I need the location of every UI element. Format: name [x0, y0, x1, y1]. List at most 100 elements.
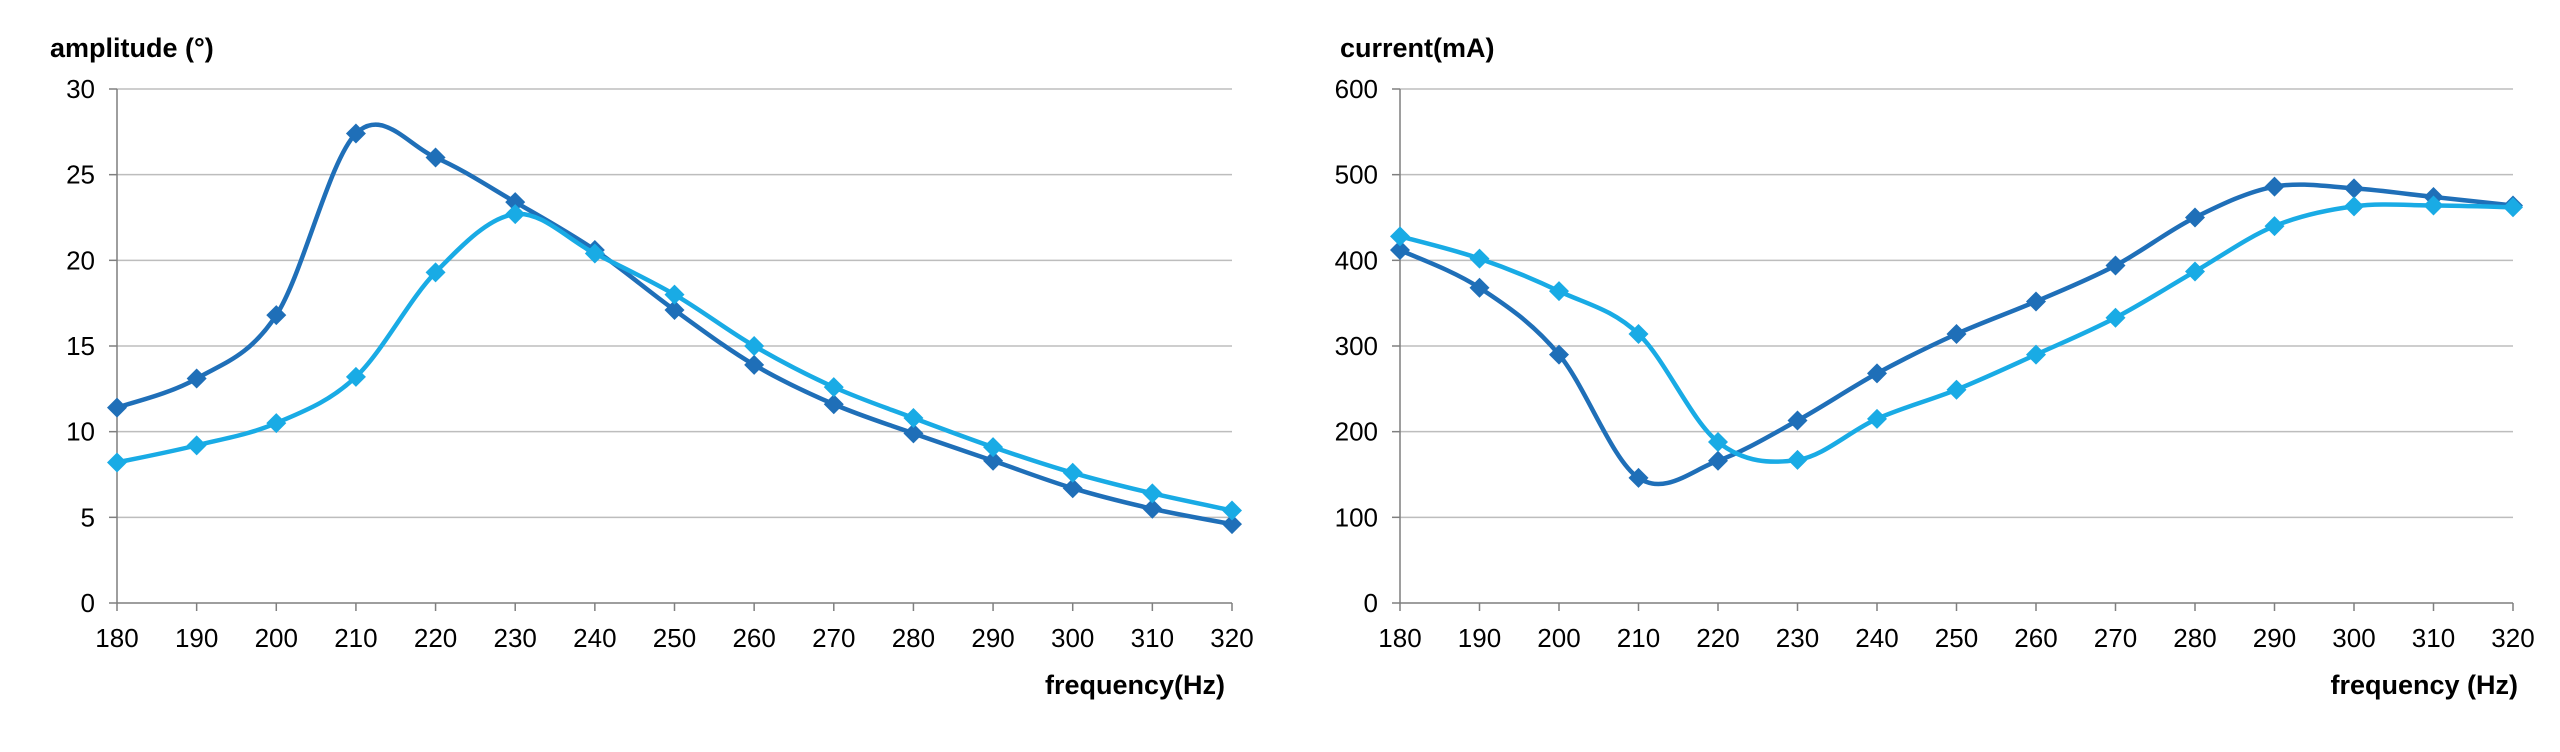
data-point-marker [425, 147, 446, 168]
data-point-marker [1628, 467, 1649, 488]
data-point-marker [1549, 344, 1569, 365]
x-tick-label: 290 [2253, 623, 2296, 653]
x-tick-label: 190 [175, 623, 218, 653]
x-tick-label: 260 [2014, 623, 2057, 653]
x-axis-title: frequency (Hz) [2330, 670, 2518, 700]
series-line [1399, 202, 2514, 464]
y-axis-title: amplitude (°) [50, 33, 214, 63]
y-tick-label: 600 [1335, 74, 1378, 104]
data-point-marker [744, 336, 765, 356]
data-point-marker [2344, 196, 2364, 217]
data-point-marker [1708, 431, 1728, 452]
x-tick-label: 210 [334, 623, 377, 653]
x-tick-label: 290 [971, 623, 1014, 653]
data-point-marker [107, 452, 127, 473]
data-point-marker [2105, 307, 2126, 328]
x-tick-label: 280 [2173, 623, 2216, 653]
data-point-marker [2026, 291, 2046, 312]
x-tick-label: 200 [255, 623, 298, 653]
data-point-marker [505, 204, 526, 225]
y-tick-label: 100 [1335, 502, 1378, 532]
y-tick-label: 25 [66, 160, 95, 190]
data-point-marker [983, 437, 1004, 458]
data-point-marker [425, 262, 446, 283]
y-tick-label: 10 [66, 417, 95, 447]
data-point-marker [266, 413, 287, 434]
x-tick-label: 180 [1378, 623, 1421, 653]
series-line [116, 211, 1233, 513]
x-tick-label: 230 [494, 623, 537, 653]
data-point-marker [1142, 498, 1163, 519]
data-point-marker [505, 192, 526, 213]
series-line [116, 122, 1233, 527]
data-point-marker [1867, 363, 1887, 384]
y-tick-label: 200 [1335, 417, 1378, 447]
y-tick-label: 5 [81, 502, 95, 532]
data-point-marker [2344, 178, 2364, 199]
x-tick-label: 180 [95, 623, 138, 653]
x-tick-label: 220 [1696, 623, 1739, 653]
x-tick-label: 260 [732, 623, 775, 653]
data-point-marker [1222, 514, 1242, 535]
data-point-marker [2264, 176, 2285, 197]
x-tick-label: 300 [1051, 623, 1094, 653]
x-tick-label: 320 [2491, 623, 2534, 653]
data-point-marker [186, 368, 207, 389]
x-tick-label: 240 [1855, 623, 1898, 653]
data-point-marker [903, 423, 924, 444]
amplitude-chart: amplitude (°) frequency(Hz) 0 5 10 15 20 25 30… [50, 33, 1254, 700]
y-axis-title: current(mA) [1340, 33, 1495, 63]
y-tick-label: 20 [66, 245, 95, 275]
x-tick-label: 300 [2332, 623, 2375, 653]
y-tick-label: 400 [1335, 245, 1378, 275]
data-point-marker [1708, 450, 1728, 471]
data-point-marker [1062, 462, 1083, 483]
data-point-marker [1222, 500, 1242, 521]
y-tick-label: 300 [1335, 331, 1378, 361]
data-point-marker [1142, 483, 1163, 504]
data-point-marker [1787, 410, 1808, 431]
data-point-marker [2105, 255, 2126, 276]
x-tick-label: 310 [1131, 623, 1174, 653]
data-point-marker [1390, 226, 1410, 247]
x-tick-label: 240 [573, 623, 616, 653]
data-point-marker [1469, 277, 1490, 298]
data-point-marker [1549, 281, 1569, 302]
data-point-marker [1787, 449, 1808, 470]
data-point-marker [345, 366, 366, 387]
data-point-marker [1628, 324, 1649, 345]
data-point-marker [2026, 344, 2046, 365]
y-tick-label: 30 [66, 74, 95, 104]
x-tick-label: 190 [1458, 623, 1501, 653]
data-point-marker [664, 284, 685, 305]
data-point-marker [2264, 216, 2285, 237]
data-point-marker [1390, 240, 1410, 261]
data-point-marker [983, 450, 1004, 471]
data-point-marker [584, 243, 605, 264]
x-tick-label: 210 [1617, 623, 1660, 653]
data-point-marker [1469, 248, 1490, 269]
x-axis-title: frequency(Hz) [1045, 670, 1225, 700]
data-point-marker [2185, 207, 2205, 228]
data-point-marker [1946, 324, 1967, 345]
x-tick-label: 310 [2412, 623, 2455, 653]
series-line [1399, 182, 2514, 487]
data-point-marker [823, 377, 844, 398]
data-point-marker [2423, 195, 2444, 216]
y-tick-label: 500 [1335, 160, 1378, 190]
x-tick-label: 220 [414, 623, 457, 653]
data-point-marker [345, 123, 366, 144]
data-point-marker [1867, 408, 1887, 429]
x-tick-label: 230 [1776, 623, 1819, 653]
data-point-marker [186, 435, 207, 456]
data-point-marker [903, 407, 924, 428]
data-point-marker [664, 300, 685, 321]
data-point-marker [107, 397, 127, 418]
x-tick-label: 280 [892, 623, 935, 653]
data-point-marker [823, 394, 844, 415]
y-tick-label: 0 [81, 588, 95, 618]
data-point-marker [1946, 379, 1967, 400]
data-point-marker [1062, 478, 1083, 499]
current-chart: current(mA) frequency (Hz) 0 100 200 300 400… [1335, 33, 2535, 700]
